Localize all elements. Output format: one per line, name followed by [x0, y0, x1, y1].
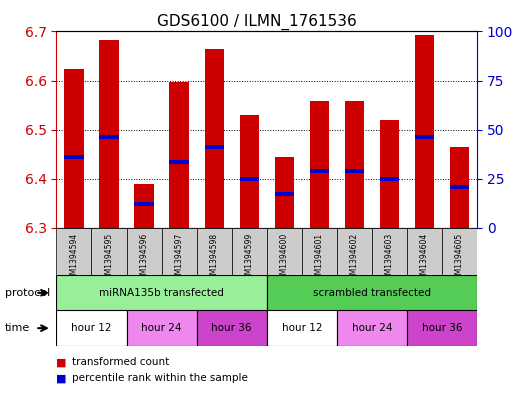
Text: hour 24: hour 24: [352, 323, 392, 333]
FancyBboxPatch shape: [56, 275, 267, 310]
Text: GSM1394595: GSM1394595: [105, 233, 113, 284]
Text: GSM1394596: GSM1394596: [140, 233, 149, 284]
Bar: [64, 155, 84, 159]
Text: protocol: protocol: [5, 288, 50, 298]
Text: GSM1394602: GSM1394602: [350, 233, 359, 284]
FancyBboxPatch shape: [267, 228, 302, 275]
Text: hour 36: hour 36: [422, 323, 462, 333]
Bar: [134, 184, 154, 228]
Bar: [415, 135, 434, 139]
FancyBboxPatch shape: [442, 228, 477, 275]
Bar: [310, 101, 329, 228]
Text: GSM1394598: GSM1394598: [210, 233, 219, 284]
FancyBboxPatch shape: [407, 310, 477, 346]
Bar: [100, 40, 119, 228]
Text: hour 12: hour 12: [282, 323, 322, 333]
FancyBboxPatch shape: [196, 228, 232, 275]
FancyBboxPatch shape: [127, 228, 162, 275]
FancyBboxPatch shape: [162, 228, 196, 275]
FancyBboxPatch shape: [337, 310, 407, 346]
Bar: [380, 177, 399, 181]
Text: GDS6100 / ILMN_1761536: GDS6100 / ILMN_1761536: [156, 14, 357, 30]
Text: transformed count: transformed count: [72, 358, 169, 367]
Bar: [310, 169, 329, 173]
Text: percentile rank within the sample: percentile rank within the sample: [72, 373, 248, 383]
Text: ■: ■: [56, 358, 67, 367]
Text: GSM1394604: GSM1394604: [420, 233, 429, 284]
FancyBboxPatch shape: [337, 228, 372, 275]
Bar: [380, 120, 399, 228]
Bar: [205, 145, 224, 149]
Bar: [274, 191, 294, 195]
FancyBboxPatch shape: [196, 310, 267, 346]
Text: GSM1394599: GSM1394599: [245, 233, 254, 284]
Bar: [134, 202, 154, 206]
FancyBboxPatch shape: [267, 275, 477, 310]
Bar: [345, 169, 364, 173]
Text: GSM1394603: GSM1394603: [385, 233, 394, 284]
Text: time: time: [5, 323, 30, 333]
Text: scrambled transfected: scrambled transfected: [313, 288, 431, 298]
Text: ■: ■: [56, 373, 67, 383]
Bar: [169, 82, 189, 228]
Text: hour 24: hour 24: [142, 323, 182, 333]
Bar: [415, 35, 434, 228]
Text: GSM1394601: GSM1394601: [315, 233, 324, 284]
Bar: [274, 157, 294, 228]
FancyBboxPatch shape: [372, 228, 407, 275]
Text: GSM1394597: GSM1394597: [174, 233, 184, 284]
Bar: [450, 185, 469, 189]
Text: hour 12: hour 12: [71, 323, 112, 333]
FancyBboxPatch shape: [267, 310, 337, 346]
FancyBboxPatch shape: [127, 310, 196, 346]
Bar: [345, 101, 364, 228]
FancyBboxPatch shape: [407, 228, 442, 275]
FancyBboxPatch shape: [56, 228, 91, 275]
FancyBboxPatch shape: [232, 228, 267, 275]
Bar: [169, 160, 189, 163]
Text: GSM1394600: GSM1394600: [280, 233, 289, 284]
FancyBboxPatch shape: [302, 228, 337, 275]
Text: hour 36: hour 36: [211, 323, 252, 333]
Bar: [240, 177, 259, 181]
Text: GSM1394594: GSM1394594: [69, 233, 78, 284]
Bar: [240, 115, 259, 228]
Text: miRNA135b transfected: miRNA135b transfected: [99, 288, 224, 298]
Text: GSM1394605: GSM1394605: [455, 233, 464, 284]
Bar: [64, 69, 84, 228]
Bar: [450, 147, 469, 228]
FancyBboxPatch shape: [91, 228, 127, 275]
Bar: [205, 49, 224, 228]
FancyBboxPatch shape: [56, 310, 127, 346]
Bar: [100, 135, 119, 139]
